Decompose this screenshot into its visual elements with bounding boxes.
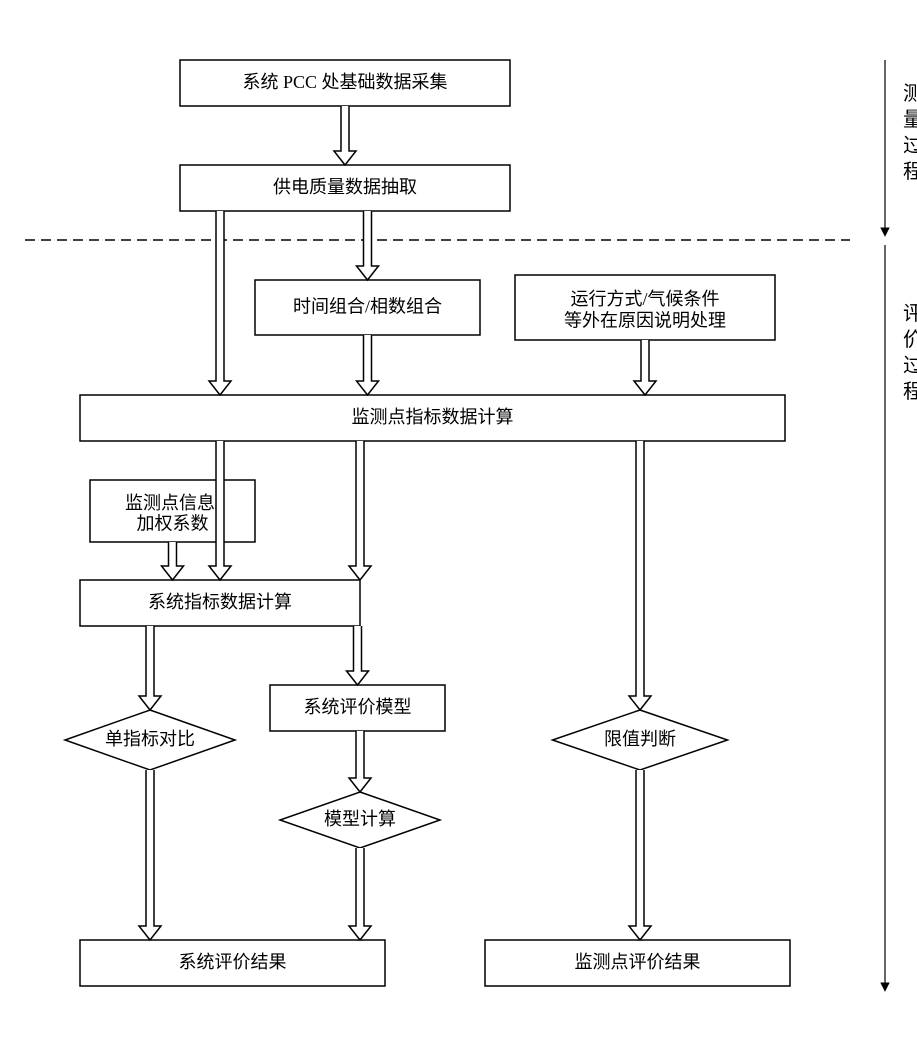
box-pcc-label: 系统 PCC 处基础数据采集 xyxy=(242,72,447,92)
box-monres-label: 监测点评价结果 xyxy=(575,952,701,972)
box-weight-line0: 监测点信息/ xyxy=(125,493,220,513)
evaluate-label-1: 价 xyxy=(903,329,917,351)
box-weight-line1: 加权系数 xyxy=(137,513,209,533)
evaluate-label-3: 程 xyxy=(903,380,917,403)
box-calc-label: 监测点指标数据计算 xyxy=(352,407,514,427)
box-cond-line1: 等外在原因说明处理 xyxy=(564,310,726,330)
box-extract-label: 供电质量数据抽取 xyxy=(273,177,417,197)
measure-label-3: 程 xyxy=(903,160,917,183)
diamond-mcalc-label: 模型计算 xyxy=(324,809,396,829)
diamond-single-label: 单指标对比 xyxy=(105,729,195,749)
evaluate-label-2: 过 xyxy=(903,354,917,377)
box-time-label: 时间组合/相数组合 xyxy=(293,297,442,317)
diamond-limit-label: 限值判断 xyxy=(604,729,676,749)
evaluate-label-0: 评 xyxy=(903,303,917,325)
box-model-label: 系统评价模型 xyxy=(304,697,412,717)
measure-label-0: 测 xyxy=(903,82,917,105)
box-cond-line0: 运行方式/气候条件 xyxy=(570,289,719,309)
measure-label-2: 过 xyxy=(903,134,917,157)
measure-label-1: 量 xyxy=(903,109,917,131)
flowchart-diagram: 测量过程评价过程系统 PCC 处基础数据采集供电质量数据抽取时间组合/相数组合运… xyxy=(20,20,917,1020)
box-sysres-label: 系统评价结果 xyxy=(179,952,287,972)
box-syscalc-label: 系统指标数据计算 xyxy=(148,592,292,612)
